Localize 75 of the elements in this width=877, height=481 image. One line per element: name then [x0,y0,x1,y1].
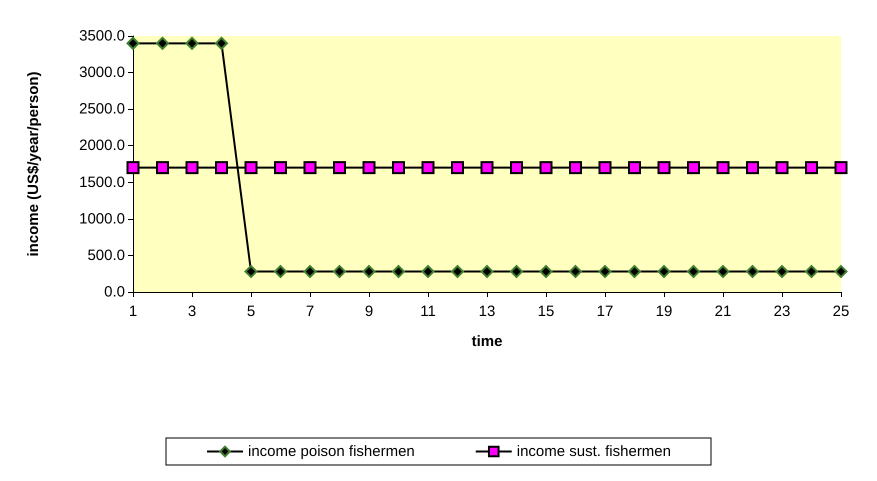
point [598,265,612,278]
x-axis-title: time [472,333,502,350]
point [480,265,494,278]
point [480,161,494,174]
point [186,36,198,50]
point [716,265,730,278]
point [244,265,258,278]
point [628,161,641,174]
point [392,265,405,278]
legend-label: income poison fishermen [248,443,415,460]
point [333,161,346,174]
point [333,265,346,278]
x-tick-label: 1 [128,303,138,320]
y-tick-label: 1500.0 [79,174,125,191]
point [746,265,759,278]
point [186,161,198,174]
point [805,265,818,278]
point [422,161,434,174]
x-tick-label: 17 [596,303,614,320]
y-axis-title: income (US$/year/person) [25,71,42,257]
point [304,161,316,174]
point [687,161,700,174]
point [215,161,228,174]
point [746,161,759,174]
x-tick-label: 19 [656,303,672,320]
point [569,265,582,278]
x-tick-label: 25 [832,303,850,320]
point [776,265,788,278]
point [362,161,376,174]
y-tick-label: 1000.0 [79,210,125,228]
point [834,265,848,278]
point [274,265,287,278]
point [362,265,376,278]
y-tick-label: 2000.0 [79,137,125,154]
point [215,36,228,50]
point [510,161,523,174]
point [598,161,612,174]
point [805,161,818,174]
point [540,161,552,174]
y-tick-label: 3500.0 [79,28,125,44]
point [156,36,169,50]
x-tick-label: 7 [306,303,314,320]
point [126,36,140,50]
x-tick-label: 9 [364,303,374,320]
point [569,161,582,174]
point [628,265,641,278]
point [716,161,730,174]
point [126,161,140,174]
x-tick-label: 21 [714,303,732,320]
point [658,161,670,174]
point [510,265,523,278]
point [451,161,464,174]
point [540,265,552,278]
point [422,265,434,278]
point [244,161,258,174]
point [834,161,848,174]
y-tick-label: 3000.0 [79,64,125,82]
y-tick-label: 0.0 [104,284,125,300]
point [274,161,287,174]
point [156,161,169,174]
x-tick-label: 5 [246,303,256,320]
x-tick-label: 13 [478,303,496,320]
point [687,265,700,278]
y-tick-label: 500.0 [87,246,125,264]
legend-label: income sust. fishermen [516,443,671,460]
y-tick-label: 2500.0 [79,100,125,118]
point [776,161,788,174]
x-tick-label: 3 [188,303,196,320]
x-tick-label: 15 [538,303,554,320]
point [451,265,464,278]
x-tick-label: 11 [420,303,436,320]
point [392,161,405,174]
point [304,265,316,278]
x-tick-label: 23 [774,303,790,320]
point [658,265,670,278]
